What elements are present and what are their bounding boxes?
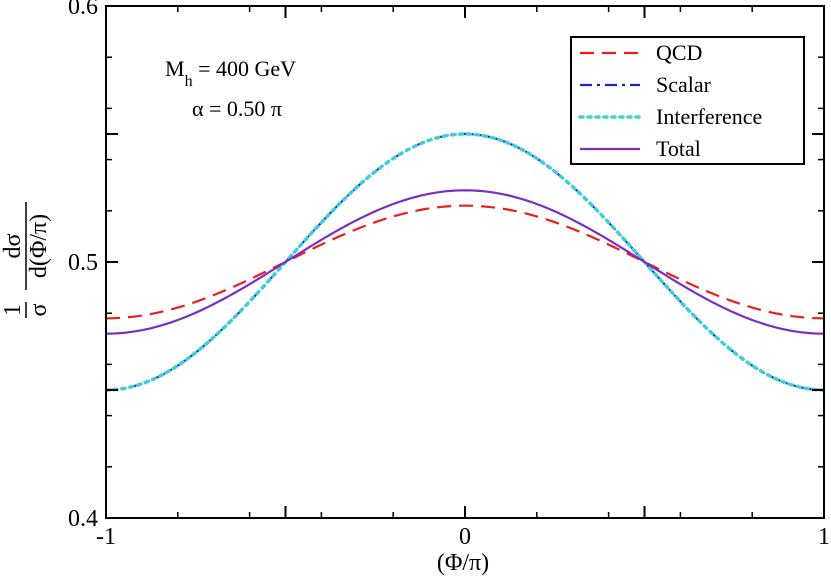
x-tick-label: 1 [818, 524, 830, 550]
legend-box [570, 36, 805, 165]
axis-ticks: -1 0 1 0.4 0.5 0.6 [68, 0, 830, 550]
legend-entry-scalar: Scalar [580, 72, 712, 97]
series-group [106, 132, 824, 392]
legend-entry-interference: Interference [578, 104, 762, 129]
series-line-total [106, 189, 824, 335]
y-tick-label: 0.6 [68, 0, 98, 20]
y-tick-label: 0.5 [68, 250, 98, 276]
legend-label: Scalar [656, 72, 712, 97]
legend-entry-qcd: QCD [580, 40, 702, 65]
x-tick-label: 0 [459, 524, 471, 550]
series-line-qcd [106, 204, 824, 320]
legend-entry-total: Total [580, 136, 701, 161]
legend-entries: QCD Scalar Interference Total [578, 40, 762, 161]
mass-subscript: h [185, 73, 193, 90]
x-tick-label: -1 [96, 524, 116, 550]
ylabel-frac1-den: σ [26, 303, 52, 316]
y-axis-label: 1 σ dσ d(Φ/π) [0, 202, 52, 318]
series-line-scalar [106, 132, 824, 392]
legend: QCD Scalar Interference Total [570, 36, 805, 165]
mass-value: = 400 GeV [193, 56, 297, 81]
mass-symbol: M [165, 56, 185, 81]
legend-label: QCD [656, 40, 702, 65]
ylabel-frac2-den: d(Φ/π) [26, 214, 52, 278]
legend-label: Interference [656, 104, 762, 129]
alpha-annotation: α = 0.50 π [192, 96, 282, 121]
x-axis-label: (Φ/π) [437, 550, 489, 576]
ylabel-frac1-num: 1 [0, 304, 26, 316]
ylabel-frac2-num: dσ [0, 233, 26, 258]
legend-label: Total [656, 136, 701, 161]
mass-annotation: Mh = 400 GeV [165, 56, 296, 90]
y-tick-label: 0.4 [68, 506, 98, 532]
series-line-interference [106, 132, 824, 392]
